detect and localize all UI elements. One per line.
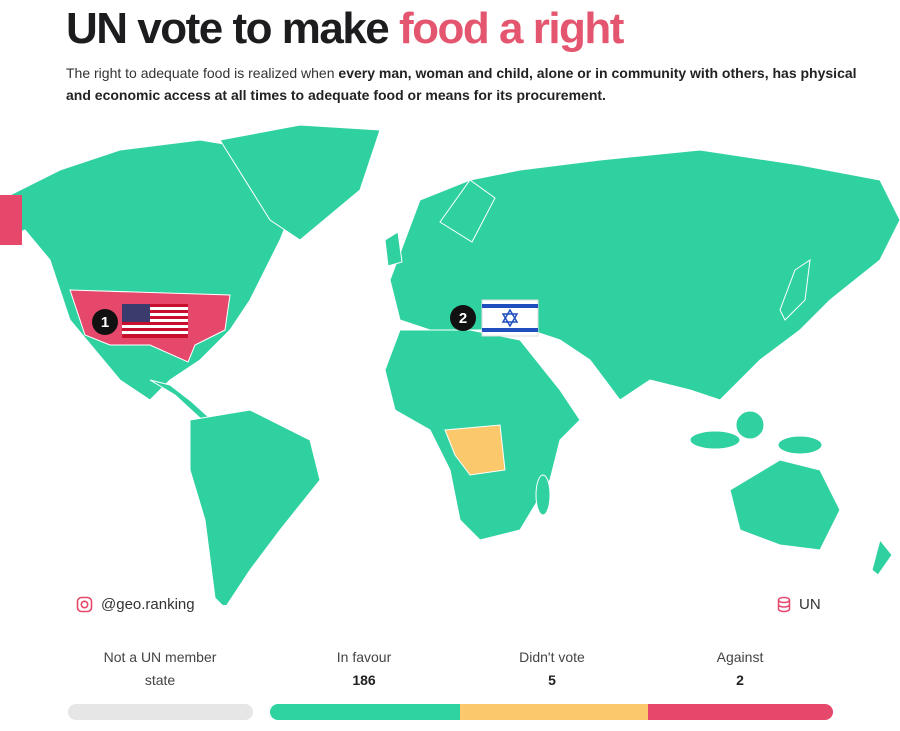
subtitle-intro: The right to adequate food is realized w… <box>66 65 335 81</box>
legend-bar <box>648 704 833 720</box>
legend-bar <box>270 704 460 720</box>
alaska <box>0 195 22 245</box>
new-guinea <box>777 435 823 455</box>
handle: @geo.ranking <box>101 596 195 613</box>
madagascar <box>535 474 551 516</box>
legend-item: In favour 186 <box>284 646 444 692</box>
marker <box>450 305 476 331</box>
israel-flag <box>481 299 539 337</box>
usa-flag <box>122 304 188 338</box>
legend-count: 5 <box>548 672 556 688</box>
uk <box>384 231 403 267</box>
marker-label: 2 <box>459 310 467 327</box>
marker-label: 1 <box>101 314 109 331</box>
subtitle: The right to adequate food is realized w… <box>66 62 866 106</box>
credit-source: UN <box>777 596 821 613</box>
scandinavia <box>439 179 496 243</box>
legend-count: 186 <box>352 672 376 688</box>
title-text: UN vote to make <box>66 4 390 53</box>
japan <box>779 258 811 321</box>
australia <box>729 459 841 551</box>
title: UN vote to make food a right <box>66 4 624 54</box>
indonesia <box>689 430 741 450</box>
marker <box>92 309 118 335</box>
legend-label: In favour <box>336 649 392 665</box>
north-america <box>0 139 301 401</box>
credit-handle: @geo.ranking <box>76 596 195 613</box>
south-america <box>189 409 321 605</box>
database-icon <box>777 596 791 613</box>
legend-bar <box>460 704 648 720</box>
dr-congo <box>444 424 506 476</box>
source: UN <box>799 596 821 613</box>
countries <box>0 124 900 605</box>
subtitle-emphasis: every man, woman and child, alone or in … <box>66 65 857 103</box>
legend-label: Didn't vote <box>519 649 585 665</box>
legend-label: Not a UN member state <box>103 649 217 688</box>
new-zealand <box>871 538 893 576</box>
legend-item: Not a UN member state <box>95 646 225 692</box>
central-america <box>149 379 215 423</box>
legend-item: Didn't vote 5 <box>472 646 632 692</box>
legend-label: Against <box>716 649 764 665</box>
title-highlight: food a right <box>399 4 624 53</box>
borneo <box>735 410 765 440</box>
legend-item: Against 2 <box>660 646 820 692</box>
greenland <box>219 124 381 241</box>
legend-bar <box>68 704 253 720</box>
world-map: 1 2 <box>0 124 900 605</box>
instagram-icon <box>76 596 93 613</box>
legend-count: 2 <box>736 672 744 688</box>
